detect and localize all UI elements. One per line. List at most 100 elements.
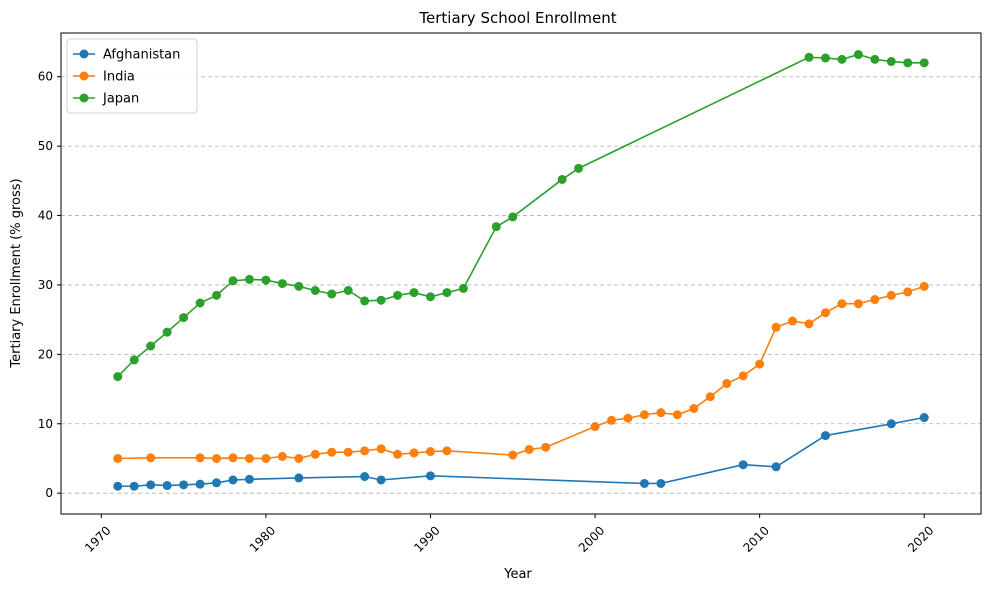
data-point (261, 275, 271, 285)
data-point (919, 413, 929, 423)
data-point (360, 472, 370, 482)
x-tick-label: 2020 (905, 523, 936, 554)
data-point (705, 392, 715, 402)
x-tick-label: 1990 (411, 523, 442, 554)
data-point (195, 298, 205, 308)
data-point (524, 444, 534, 454)
data-point (919, 281, 929, 291)
plot-area (60, 32, 982, 515)
y-tick-label: 10 (38, 417, 53, 431)
data-point (508, 212, 518, 222)
data-point (261, 453, 271, 463)
data-point (244, 274, 254, 284)
data-point (146, 341, 156, 351)
data-point (639, 410, 649, 420)
data-point (574, 163, 584, 173)
data-point (886, 290, 896, 300)
data-point (623, 413, 633, 423)
data-point (557, 174, 567, 184)
series-layer (113, 50, 929, 491)
data-point (541, 442, 551, 452)
data-point (376, 475, 386, 485)
legend-box (66, 38, 198, 114)
data-point (310, 449, 320, 459)
data-point (820, 308, 830, 318)
series-india (113, 281, 929, 463)
data-point (162, 327, 172, 337)
legend-marker (79, 71, 89, 81)
data-point (409, 288, 419, 298)
data-point (755, 359, 765, 369)
legend-label: Japan (102, 92, 139, 107)
data-point (129, 481, 139, 491)
data-point (788, 316, 798, 326)
data-point (343, 447, 353, 457)
legend-item: India (73, 70, 135, 85)
legend-marker (79, 49, 89, 59)
y-tick-label: 20 (38, 347, 53, 361)
series-line (117, 53, 925, 378)
data-point (393, 449, 403, 459)
data-point (327, 289, 337, 299)
data-point (804, 52, 814, 62)
data-point (310, 286, 320, 296)
data-point (179, 480, 189, 490)
grid (61, 76, 981, 494)
data-point (870, 54, 880, 64)
data-point (886, 419, 896, 429)
data-point (442, 288, 452, 298)
series-line (117, 285, 925, 460)
data-point (672, 410, 682, 420)
data-point (228, 475, 238, 485)
data-point (129, 355, 139, 365)
data-point (837, 54, 847, 64)
y-tick-label: 50 (38, 139, 53, 153)
data-point (508, 450, 518, 460)
data-point (903, 58, 913, 68)
data-point (903, 287, 913, 297)
x-tick-label: 1980 (247, 523, 278, 554)
x-tick-label: 1970 (82, 523, 113, 554)
data-point (722, 379, 732, 389)
data-point (393, 290, 403, 300)
x-tick-label: 2010 (740, 523, 771, 554)
data-point (212, 290, 222, 300)
data-point (919, 58, 929, 68)
data-point (771, 462, 781, 472)
x-tick-label: 2000 (576, 523, 607, 554)
chart-title: Tertiary School Enrollment (418, 9, 616, 27)
data-point (820, 431, 830, 441)
y-tick-label: 0 (45, 486, 53, 500)
data-point (409, 448, 419, 458)
data-point (425, 292, 435, 302)
data-point (294, 453, 304, 463)
data-point (195, 479, 205, 489)
y-tick-label: 60 (38, 70, 53, 84)
y-axis: 0 10 20 30 40 50 60 (38, 70, 61, 500)
legend-label: India (103, 70, 135, 85)
data-point (425, 471, 435, 481)
data-point (820, 53, 830, 63)
series-afghanistan (113, 413, 929, 491)
series-japan (113, 50, 929, 382)
data-point (870, 295, 880, 305)
data-point (146, 480, 156, 490)
data-point (491, 222, 501, 232)
data-point (277, 279, 287, 289)
data-point (656, 408, 666, 418)
data-point (195, 453, 205, 463)
data-point (228, 276, 238, 286)
data-point (212, 478, 222, 488)
data-point (343, 286, 353, 296)
data-point (162, 481, 172, 491)
data-point (853, 299, 863, 309)
data-point (607, 415, 617, 425)
data-point (639, 478, 649, 488)
data-point (590, 422, 600, 432)
data-point (228, 453, 238, 463)
data-point (689, 403, 699, 413)
data-point (886, 56, 896, 66)
legend-marker (79, 93, 89, 103)
legend-item: Afghanistan (73, 48, 180, 63)
